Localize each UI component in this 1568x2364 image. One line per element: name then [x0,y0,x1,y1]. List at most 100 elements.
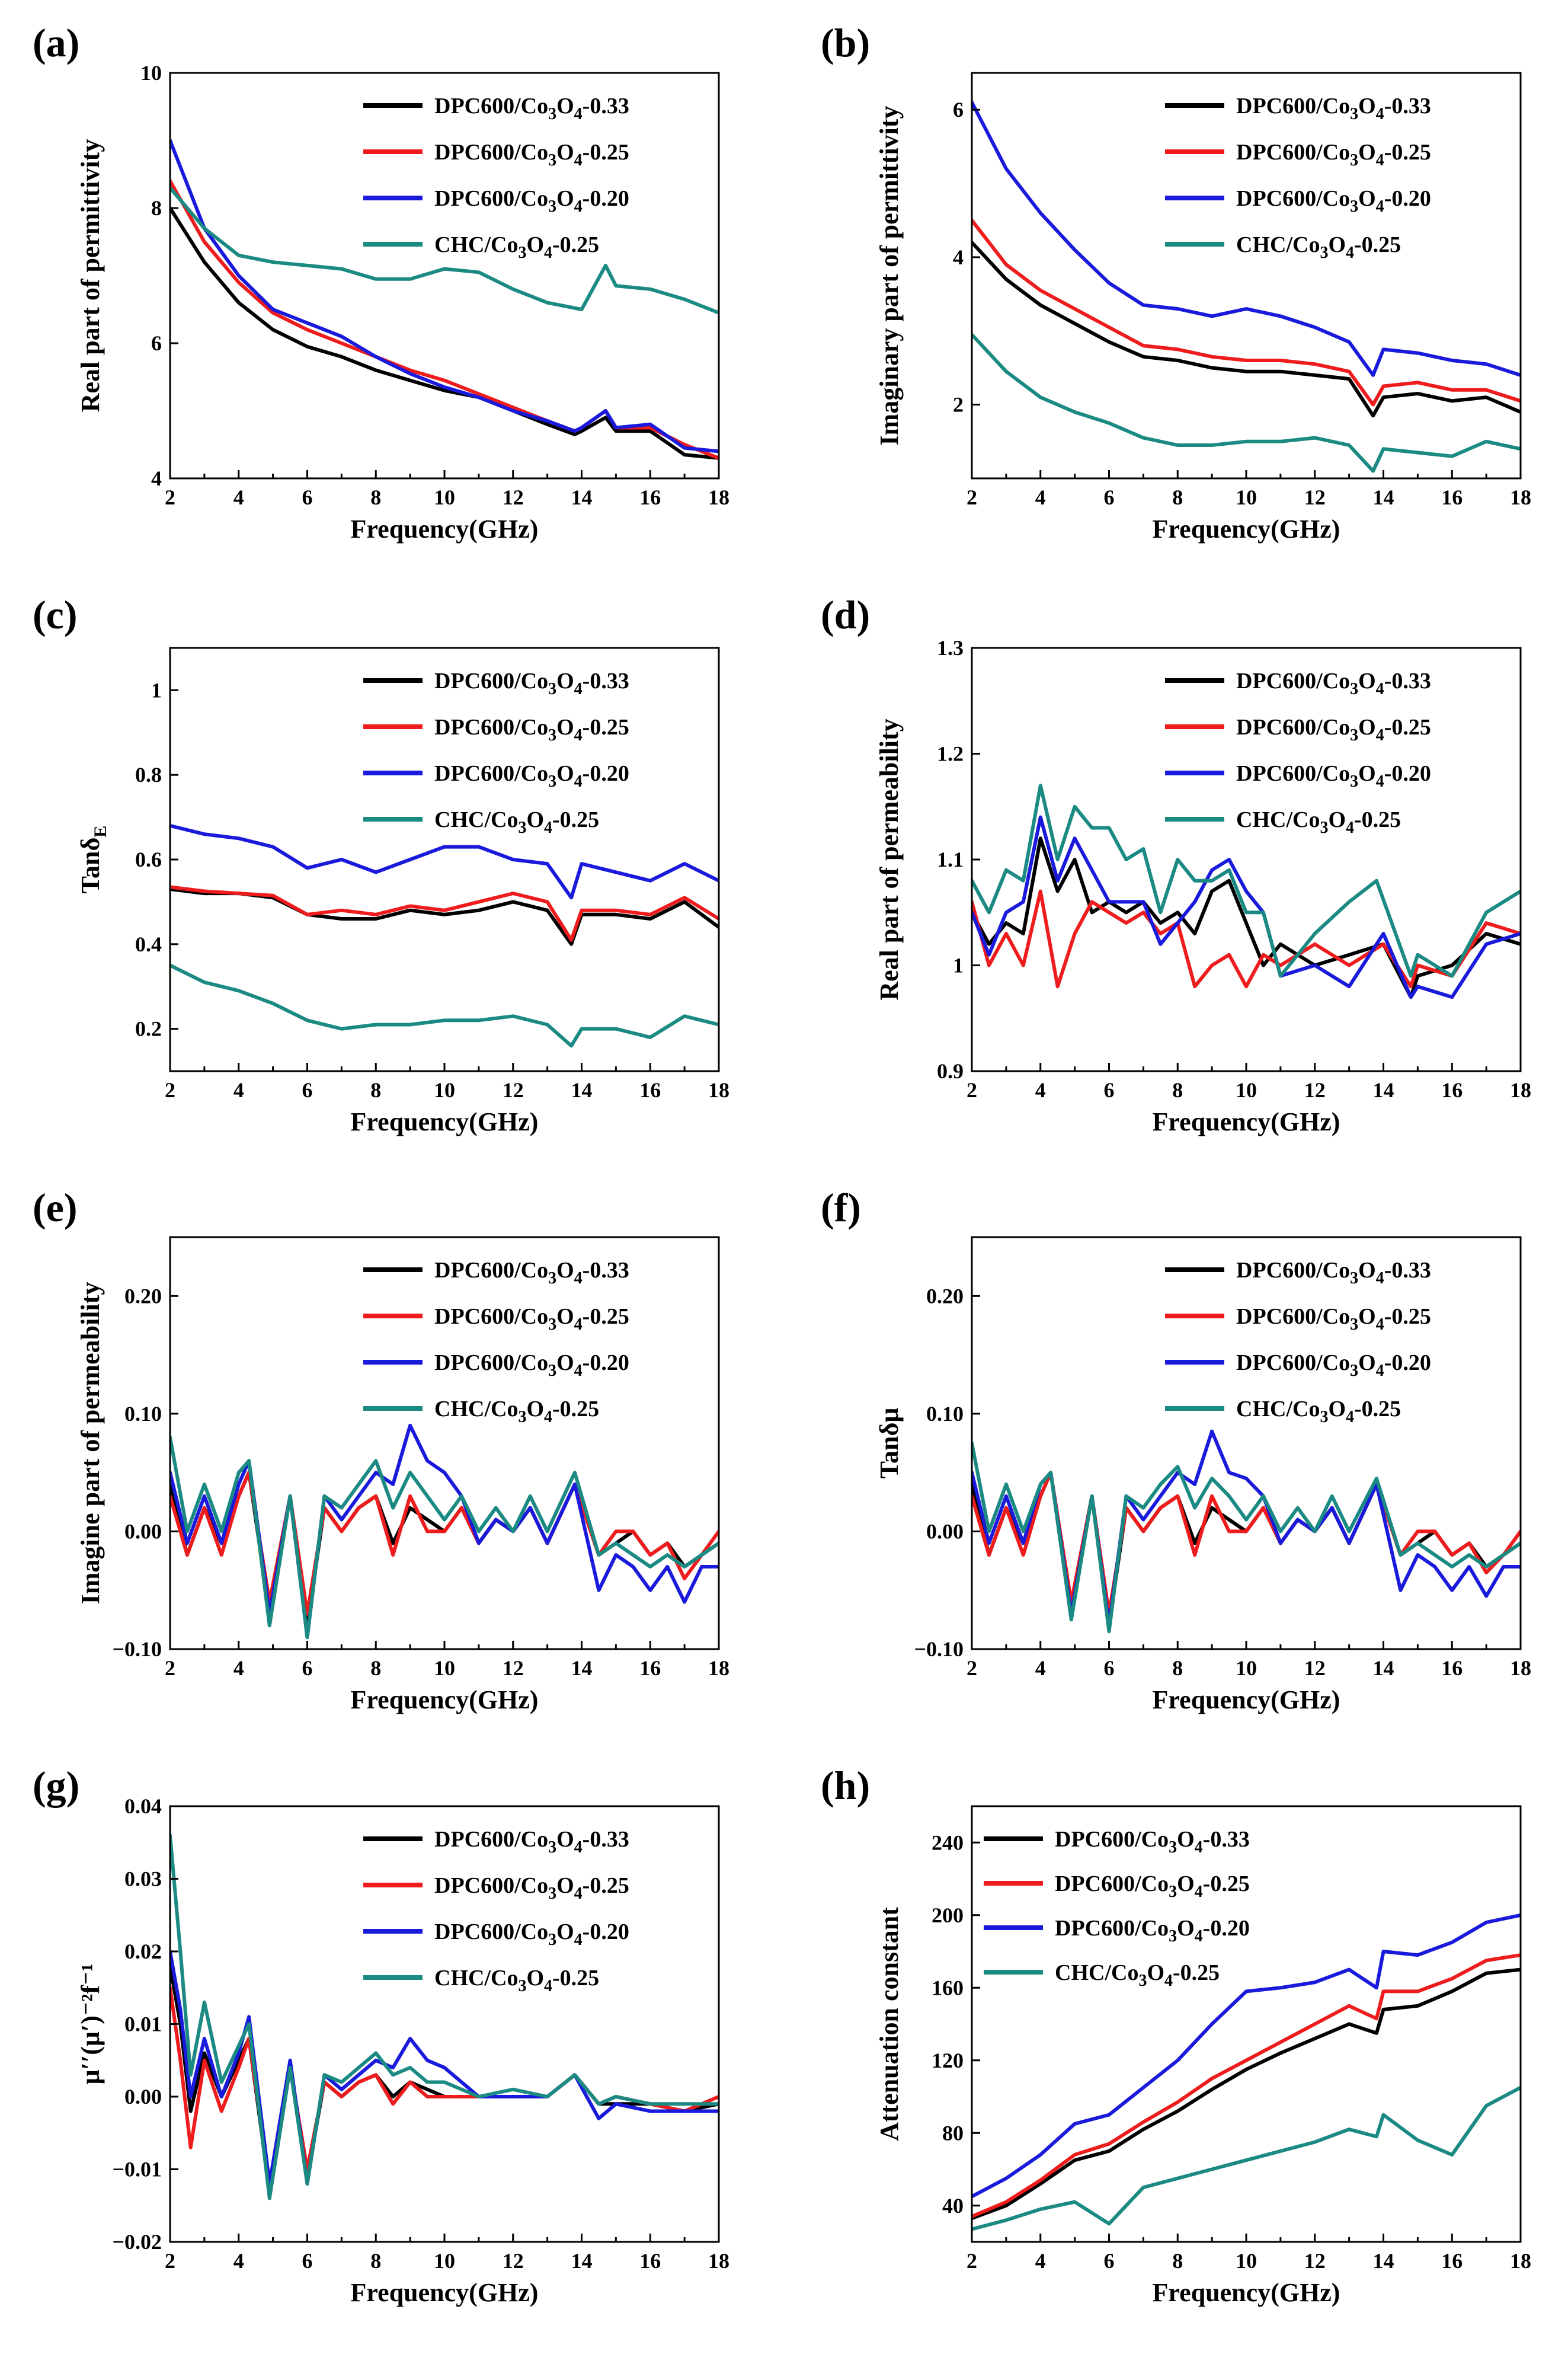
series-line-1 [170,1986,719,2186]
x-tick-label: 6 [302,1656,313,1680]
legend-label-3: CHC/Co3O4-0.25 [434,1397,599,1426]
x-axis-title: Frequency(GHz) [1153,515,1340,544]
chart-panel-2: (c) 2 4 6 8 10 12 14 16 18 0.2 0.4 0.6 0.8 1 Frequency(… [33,592,729,1136]
x-tick-label: 6 [302,1078,313,1102]
y-tick-label: 0.03 [124,1867,162,1891]
legend-label-3: CHC/Co3O4-0.25 [1236,1397,1401,1426]
y-tick-label: 1 [151,678,162,702]
x-tick-label: 12 [503,485,524,509]
series-line-3 [972,2085,1521,2231]
legend: DPC600/Co3O4-0.33 DPC600/Co3O4-0.25 DPC600… [984,1827,1250,1990]
legend-label-0: DPC600/Co3O4-0.33 [434,94,629,123]
y-tick-label: 0.02 [124,1940,162,1963]
x-tick-label: 8 [370,1078,381,1102]
legend-label-1: DPC600/Co3O4-0.25 [1055,1871,1250,1901]
y-tick-label: 240 [932,1830,964,1854]
x-tick-label: 8 [370,485,381,509]
y-tick-label: 1.2 [937,742,964,766]
x-tick-label: 18 [1510,1078,1531,1102]
x-tick-label: 10 [434,1078,455,1102]
axes-frame [169,647,720,1072]
x-tick-label: 14 [571,2249,593,2273]
x-tick-label: 2 [967,1656,977,1680]
legend-label-2: DPC600/Co3O4-0.20 [1236,186,1431,216]
x-tick-label: 6 [302,485,313,509]
y-tick-label: −0.10 [914,1637,964,1661]
x-tick-label: 14 [571,485,593,509]
legend-label-1: DPC600/Co3O4-0.25 [434,140,629,170]
y-tick-label: −0.02 [112,2230,162,2254]
series-line-1 [170,885,719,942]
y-tick-label: 4 [953,245,964,269]
y-axis-title: TanδE [76,826,110,894]
y-axis-title: Imagine part of permeability [76,1282,105,1605]
series-line-2 [972,100,1521,377]
x-tick-label: 18 [1510,485,1531,509]
y-tick-label: 0.00 [124,1519,162,1543]
legend-label-2: DPC600/Co3O4-0.20 [434,1919,629,1949]
chart-panel-0: (a)2 4 6 8 10 12 14 16 1846810Frequency(GHz)Real… [33,20,729,544]
panel-letter: (a) [33,20,79,65]
x-tick-label: 12 [1304,2249,1326,2273]
series-line-3 [972,1441,1521,1634]
legend-label-1: DPC600/Co3O4-0.25 [1236,715,1431,745]
panel-letter: (e) [33,1185,77,1230]
series-line-0 [972,1967,1521,2221]
legend-label-3: CHC/Co3O4-0.25 [1055,1960,1220,1990]
legend-label-1: DPC600/Co3O4-0.25 [434,1304,629,1334]
x-tick-label: 6 [1104,2249,1115,2273]
series-line-3 [170,963,719,1048]
legend-label-2: DPC600/Co3O4-0.20 [1236,1350,1431,1380]
legend: DPC600/Co3O4-0.33 DPC600/Co3O4-0.25 DPC600… [1165,669,1431,837]
y-tick-label: 0.10 [124,1402,162,1426]
legend-label-2: DPC600/Co3O4-0.20 [1055,1916,1250,1945]
x-axis-title: Frequency(GHz) [1153,2278,1340,2307]
series-group [972,100,1521,473]
series-line-3 [170,1435,719,1640]
series-line-1 [972,1953,1521,2219]
x-tick-label: 16 [639,2249,661,2273]
x-tick-label: 18 [1510,2249,1531,2273]
legend-label-2: DPC600/Co3O4-0.20 [434,1350,629,1380]
legend-label-0: DPC600/Co3O4-0.33 [1236,669,1431,698]
y-axis-title: μ′′(μ′)⁻²f⁻¹ [76,1964,105,2085]
y-axis-title: Real part of permeability [875,718,904,1000]
x-tick-label: 10 [434,485,455,509]
x-tick-label: 16 [1441,2249,1463,2273]
y-axis-title: Imaginary part of permittivity [875,106,904,445]
x-tick-label: 4 [1035,1656,1046,1680]
series-line-0 [972,241,1521,418]
x-tick-label: 14 [1373,485,1394,509]
x-tick-label: 4 [1035,485,1046,509]
legend-label-0: DPC600/Co3O4-0.33 [1055,1827,1250,1857]
series-group [170,823,719,1048]
x-tick-label: 12 [1304,1078,1326,1102]
panel-letter: (b) [821,20,870,65]
x-tick-label: 14 [571,1656,593,1680]
series-line-3 [972,784,1521,978]
series-group [972,784,1521,999]
series-line-2 [972,1913,1521,2199]
legend-label-0: DPC600/Co3O4-0.33 [1236,1258,1431,1288]
y-tick-label: 0.6 [135,848,162,871]
legend-label-3: CHC/Co3O4-0.25 [434,807,599,837]
y-tick-label: 160 [932,1976,964,1999]
series-group [972,1913,1521,2231]
y-axis-title: Tanδμ [875,1408,904,1479]
x-tick-label: 16 [1441,1656,1463,1680]
x-tick-label: 2 [967,2249,977,2273]
x-tick-label: 4 [233,1078,244,1102]
y-tick-label: −0.10 [112,1637,162,1661]
y-tick-label: 0.04 [124,1794,162,1818]
x-tick-label: 6 [302,2249,313,2273]
panel-letter: (d) [821,592,870,637]
series-line-2 [170,1950,719,2186]
chart-panel-4: (e) 2 4 6 8 10 12 14 16 18 −0.10 0.00 0.10 0.20 Freque… [33,1185,729,1714]
y-tick-label: 0.10 [926,1402,964,1426]
x-tick-label: 4 [1035,2249,1046,2273]
series-group [972,1429,1521,1634]
x-tick-label: 16 [639,485,661,509]
x-tick-label: 10 [434,1656,455,1680]
y-tick-label: 0.9 [937,1059,964,1083]
x-tick-label: 12 [503,1656,524,1680]
